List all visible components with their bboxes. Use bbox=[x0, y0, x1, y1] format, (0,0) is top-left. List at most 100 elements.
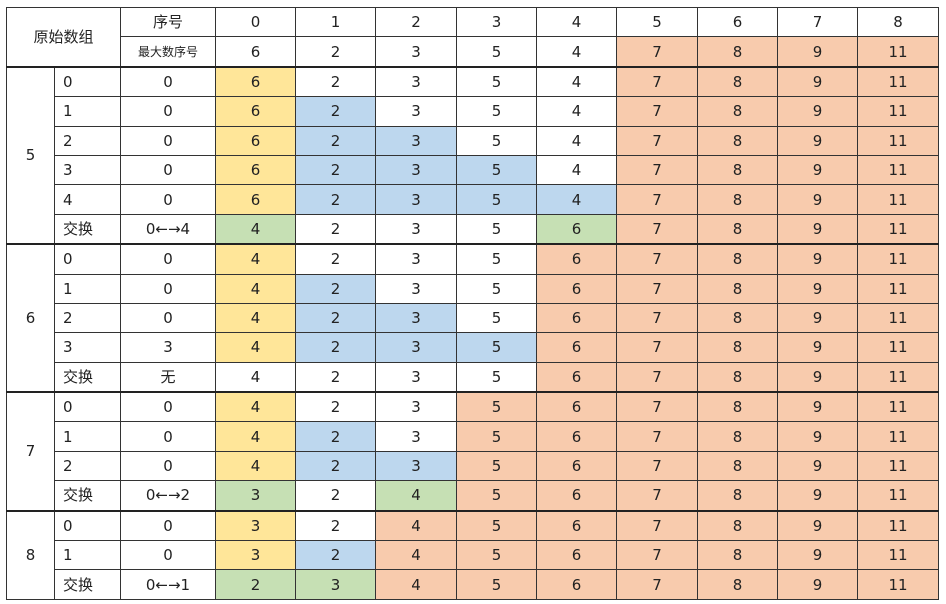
max-index: 0 bbox=[120, 540, 216, 571]
max-index: 0 bbox=[120, 184, 216, 215]
step-label: 1 bbox=[54, 273, 121, 304]
table-row: 2 0 4 2 3 5 6 7 8 9 11 bbox=[7, 302, 939, 334]
value-cell: 3 bbox=[375, 391, 457, 423]
value-cell: 11 bbox=[857, 184, 939, 215]
value-cell: 5 bbox=[456, 361, 537, 393]
value-cell: 3 bbox=[375, 421, 457, 452]
value-cell: 11 bbox=[857, 243, 939, 275]
index-cell: 8 bbox=[857, 6, 939, 38]
pass-number: 8 bbox=[6, 509, 55, 600]
value-cell: 8 bbox=[697, 569, 778, 600]
value-cell: 4 bbox=[215, 213, 296, 245]
table-row: 1 0 4 2 3 5 6 7 8 9 11 bbox=[7, 273, 939, 304]
value-cell: 7 bbox=[616, 450, 698, 482]
index-cell: 7 bbox=[777, 6, 858, 38]
value-cell: 5 bbox=[456, 480, 537, 512]
value-cell: 2 bbox=[295, 509, 376, 542]
value-cell: 3 bbox=[375, 184, 457, 215]
step-label: 0 bbox=[54, 243, 121, 275]
max-index: 0 bbox=[120, 125, 216, 156]
value-cell: 8 bbox=[697, 273, 778, 304]
value-cell: 6 bbox=[536, 450, 617, 482]
value-cell: 6 bbox=[536, 509, 617, 542]
value-cell: 4 bbox=[375, 569, 457, 600]
value-cell: 8 bbox=[697, 213, 778, 245]
value-cell: 11 bbox=[857, 213, 939, 245]
value-cell: 4 bbox=[536, 96, 617, 127]
step-label: 1 bbox=[54, 96, 121, 127]
value-cell: 5 bbox=[456, 509, 537, 542]
max-index: 0 bbox=[120, 421, 216, 452]
value-cell: 11 bbox=[857, 421, 939, 452]
value-cell: 6 bbox=[536, 332, 617, 363]
value-cell: 11 bbox=[857, 509, 939, 542]
value-cell: 11 bbox=[857, 361, 939, 393]
step-label: 0 bbox=[54, 391, 121, 423]
max-index: 0←→2 bbox=[120, 480, 216, 512]
value-cell: 9 bbox=[777, 154, 858, 186]
value-cell: 4 bbox=[215, 450, 296, 482]
step-label: 交换 bbox=[54, 480, 121, 512]
value-cell: 8 bbox=[697, 332, 778, 363]
value-cell: 3 bbox=[295, 569, 376, 600]
pass-number: 5 bbox=[6, 65, 55, 245]
value-cell: 3 bbox=[375, 154, 457, 186]
step-label: 交换 bbox=[54, 213, 121, 245]
step-label: 2 bbox=[54, 450, 121, 482]
value-cell: 5 bbox=[456, 302, 537, 334]
value-cell: 2 bbox=[295, 65, 376, 98]
value-cell: 11 bbox=[857, 273, 939, 304]
value-cell: 7 bbox=[616, 184, 698, 215]
value-cell: 5 bbox=[456, 65, 537, 98]
value-cell: 9 bbox=[777, 421, 858, 452]
value-cell: 7 bbox=[616, 213, 698, 245]
step-label: 1 bbox=[54, 540, 121, 571]
value-cell: 4 bbox=[536, 184, 617, 215]
value-cell: 8 bbox=[697, 243, 778, 275]
value-cell: 5 bbox=[456, 243, 537, 275]
corner-label: 原始数组 bbox=[6, 6, 121, 68]
value-cell: 4 bbox=[375, 509, 457, 542]
step-label: 2 bbox=[54, 302, 121, 334]
max-index: 0 bbox=[120, 302, 216, 334]
value-cell: 9 bbox=[777, 273, 858, 304]
table-row: 交换 0←→1 2 3 4 5 6 7 8 9 11 bbox=[7, 569, 939, 600]
header-row-index: 原始数组 序号 0 1 2 3 4 5 6 7 8 bbox=[6, 6, 939, 68]
value-cell: 6 bbox=[536, 302, 617, 334]
table-row: 6 0 0 4 2 3 5 6 7 8 9 11 bbox=[6, 243, 939, 393]
value-cell: 4 bbox=[375, 480, 457, 512]
value-cell: 6 bbox=[215, 125, 296, 156]
index-cell: 6 bbox=[697, 6, 778, 38]
max-index: 0 bbox=[120, 154, 216, 186]
value-cell: 5 bbox=[456, 213, 537, 245]
value-cell: 5 bbox=[456, 569, 537, 600]
value-cell: 9 bbox=[777, 243, 858, 275]
step-label: 3 bbox=[54, 332, 121, 363]
value-cell: 2 bbox=[295, 332, 376, 363]
initial-value-cell: 3 bbox=[375, 36, 457, 68]
value-cell: 5 bbox=[456, 273, 537, 304]
value-cell: 6 bbox=[536, 480, 617, 512]
step-label: 0 bbox=[54, 65, 121, 98]
value-cell: 5 bbox=[456, 184, 537, 215]
value-cell: 11 bbox=[857, 450, 939, 482]
value-cell: 6 bbox=[215, 65, 296, 98]
max-index: 0 bbox=[120, 96, 216, 127]
max-index: 3 bbox=[120, 332, 216, 363]
value-cell: 4 bbox=[536, 125, 617, 156]
value-cell: 9 bbox=[777, 450, 858, 482]
step-label: 3 bbox=[54, 154, 121, 186]
value-cell: 4 bbox=[215, 302, 296, 334]
value-cell: 3 bbox=[375, 302, 457, 334]
value-cell: 7 bbox=[616, 302, 698, 334]
value-cell: 2 bbox=[295, 243, 376, 275]
pass-number: 6 bbox=[6, 243, 55, 393]
initial-value-cell: 2 bbox=[295, 36, 376, 68]
step-label: 1 bbox=[54, 421, 121, 452]
value-cell: 3 bbox=[375, 361, 457, 393]
value-cell: 9 bbox=[777, 65, 858, 98]
value-cell: 6 bbox=[536, 273, 617, 304]
step-label: 交换 bbox=[54, 569, 121, 600]
initial-value-cell: 6 bbox=[215, 36, 296, 68]
index-cell: 1 bbox=[295, 6, 376, 38]
